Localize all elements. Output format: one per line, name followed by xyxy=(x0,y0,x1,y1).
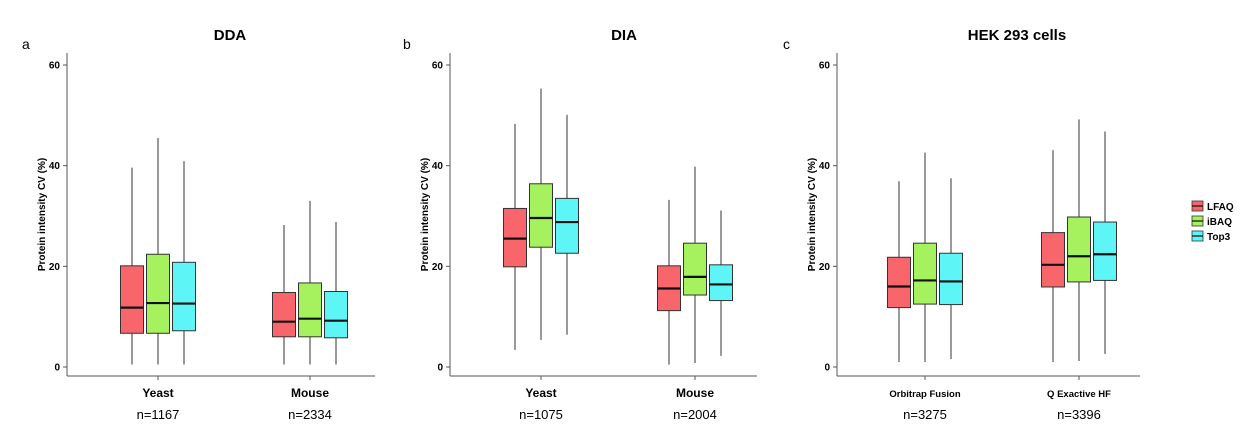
box-top3-iqr xyxy=(172,261,196,332)
box-ibaq-iqr xyxy=(146,253,170,334)
sample-count: n=2004 xyxy=(673,407,717,422)
panel-letter: c xyxy=(783,36,790,52)
x-tick-label: Mouse xyxy=(291,386,329,400)
panel-title: HEK 293 cells xyxy=(968,27,1066,44)
box-lfaq-iqr xyxy=(1041,232,1065,288)
sample-count: n=1075 xyxy=(519,407,563,422)
y-tick-label: 20 xyxy=(49,262,61,273)
legend-label: Top3 xyxy=(1207,232,1231,243)
y-axis-label: Protein intensity CV (%) xyxy=(37,158,48,271)
y-tick-label: 60 xyxy=(819,61,831,72)
panel-title: DDA xyxy=(214,27,247,44)
y-axis-label: Protein intensity CV (%) xyxy=(807,158,818,271)
box-ibaq-iqr xyxy=(1067,216,1091,283)
y-tick-label: 20 xyxy=(432,262,444,273)
x-tick-label: Orbitrap Fusion xyxy=(889,389,960,400)
panel-title: DIA xyxy=(611,27,637,44)
box-ibaq-iqr xyxy=(683,242,707,296)
x-tick-label: Yeast xyxy=(142,386,173,400)
y-tick-label: 40 xyxy=(49,161,61,172)
sample-count: n=3275 xyxy=(903,407,947,422)
y-tick-label: 40 xyxy=(819,161,831,172)
panel-letter: a xyxy=(22,36,30,52)
panel-letter: b xyxy=(403,36,411,52)
y-tick-label: 0 xyxy=(824,363,830,374)
y-tick-label: 60 xyxy=(432,61,444,72)
box-top3-iqr xyxy=(709,264,733,302)
x-tick-label: Q Exactive HF xyxy=(1047,389,1111,400)
y-tick-label: 60 xyxy=(49,61,61,72)
sample-count: n=1167 xyxy=(137,407,180,422)
box-top3-iqr xyxy=(939,252,963,306)
box-top3-iqr xyxy=(1093,221,1117,281)
box-ibaq-iqr xyxy=(298,282,322,338)
box-lfaq-iqr xyxy=(120,265,144,334)
y-tick-label: 20 xyxy=(819,262,831,273)
box-ibaq-iqr xyxy=(529,183,553,248)
x-tick-label: Mouse xyxy=(676,386,714,400)
box-ibaq-iqr xyxy=(913,242,937,305)
box-top3-iqr xyxy=(324,291,348,339)
box-lfaq-iqr xyxy=(272,292,296,338)
box-top3-iqr xyxy=(555,197,579,254)
y-axis-label: Protein intensity CV (%) xyxy=(420,158,431,271)
y-tick-label: 0 xyxy=(437,363,443,374)
legend-label: LFAQ xyxy=(1207,202,1234,213)
x-tick-label: Yeast xyxy=(525,386,556,400)
sample-count: n=3396 xyxy=(1057,407,1101,422)
y-tick-label: 0 xyxy=(54,363,60,374)
y-tick-label: 40 xyxy=(432,161,444,172)
sample-count: n=2334 xyxy=(288,407,332,422)
legend-label: iBAQ xyxy=(1207,217,1232,228)
box-lfaq-iqr xyxy=(887,256,911,309)
